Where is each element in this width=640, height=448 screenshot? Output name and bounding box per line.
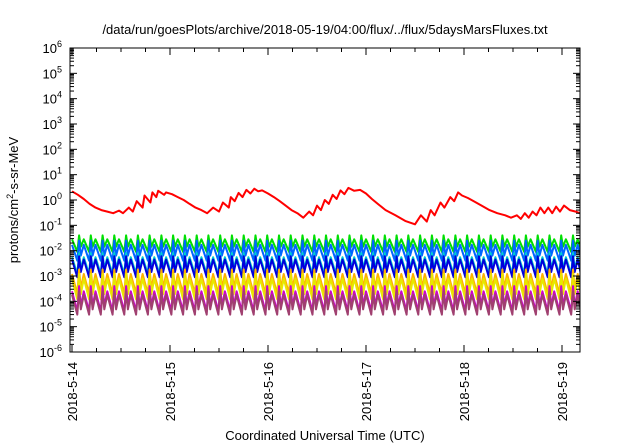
x-tick-label: 2018-5-18	[457, 362, 472, 421]
series-line-8	[71, 290, 580, 316]
x-tick-label: 2018-5-19	[555, 362, 570, 421]
series-line-4	[71, 255, 580, 279]
y-tick-label: 101	[43, 166, 62, 183]
series-line-0	[71, 186, 580, 226]
y-tick-label: 10-3	[40, 267, 62, 284]
series-layer	[71, 186, 580, 316]
x-axis-label: Coordinated Universal Time (UTC)	[225, 428, 424, 443]
y-tick-label: 104	[43, 90, 62, 107]
x-axis: 2018-5-14 2018-5-15 2018-5-16 2018-5-17 2018…	[65, 48, 570, 421]
y-tick-label: 10-6	[40, 343, 62, 360]
x-tick-label: 2018-5-17	[359, 362, 374, 421]
y-tick-label: 102	[43, 140, 62, 157]
y-tick-label: 106	[43, 39, 62, 56]
y-tick-label: 10-1	[40, 216, 62, 233]
y-tick-label: 100	[43, 191, 62, 208]
y-tick-label: 105	[43, 64, 62, 81]
y-tick-label: 10-5	[40, 318, 62, 335]
chart-title: /data/run/goesPlots/archive/2018-05-19/0…	[102, 22, 548, 37]
x-tick-label: 2018-5-15	[163, 362, 178, 421]
y-axis: 10-6 10-5 10-4 10-3 10-2 10-1 100 101 102 103 104 1…	[40, 39, 580, 360]
y-axis-label: protons/cm2-s-sr-MeV	[5, 136, 21, 263]
y-tick-label: 103	[43, 115, 62, 132]
y-tick-label: 10-4	[40, 292, 62, 309]
x-tick-label: 2018-5-14	[65, 362, 80, 421]
series-line-2	[71, 239, 580, 262]
x-tick-label: 2018-5-16	[261, 362, 276, 421]
y-tick-label: 10-2	[40, 242, 62, 259]
